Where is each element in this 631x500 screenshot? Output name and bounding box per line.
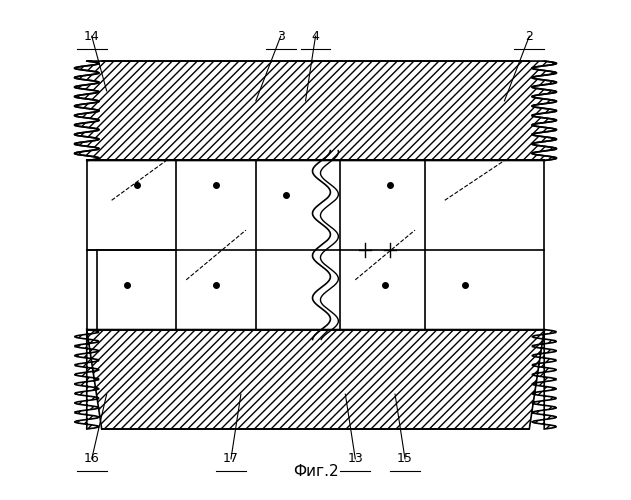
Text: 17: 17 bbox=[223, 452, 239, 466]
Text: 16: 16 bbox=[84, 452, 100, 466]
Text: 13: 13 bbox=[348, 452, 363, 466]
Polygon shape bbox=[74, 61, 557, 160]
Text: 3: 3 bbox=[277, 30, 285, 43]
Polygon shape bbox=[74, 330, 557, 429]
Text: 15: 15 bbox=[397, 452, 413, 466]
Text: 2: 2 bbox=[526, 30, 533, 43]
Text: Фиг.2: Фиг.2 bbox=[293, 464, 338, 478]
Text: 14: 14 bbox=[84, 30, 100, 43]
Text: 4: 4 bbox=[312, 30, 319, 43]
